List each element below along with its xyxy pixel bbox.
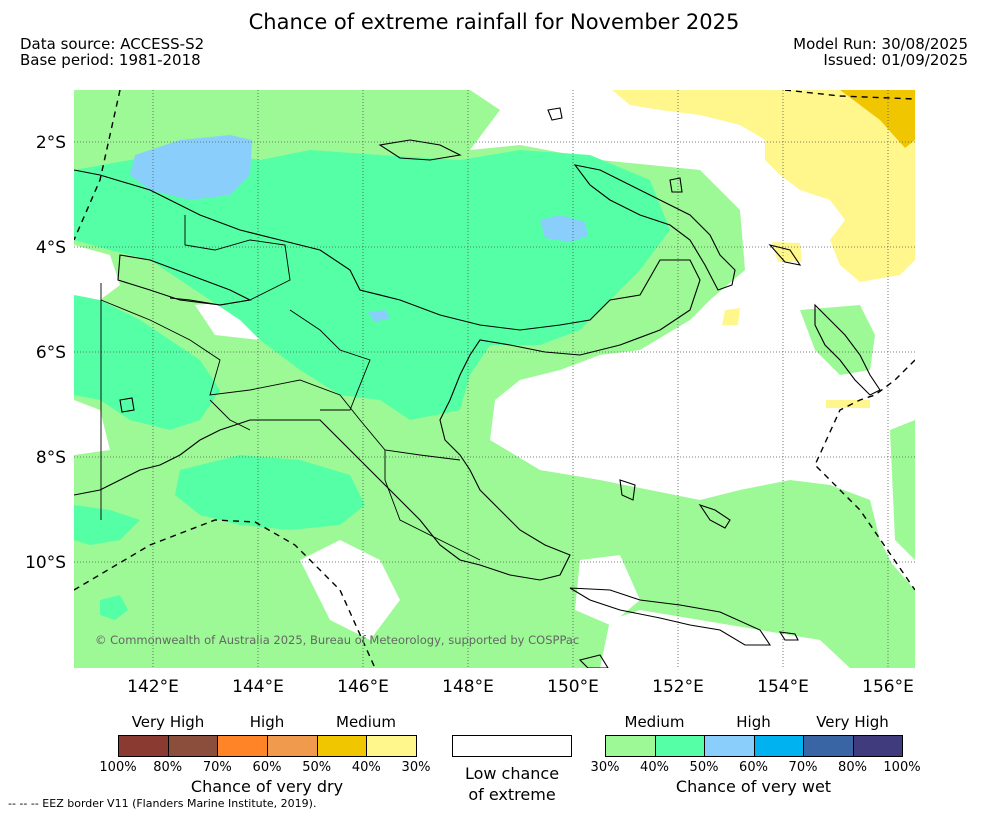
wet-swatch [605,735,656,757]
wet-swatch [654,735,705,757]
lon-tick: 156°E [862,677,914,697]
high-wet-region [368,310,390,322]
lat-tick: 8°S [36,448,66,468]
wet-swatch [803,735,854,757]
dry-category-label: Very High [131,713,205,731]
dry-category-label: High [249,713,285,731]
wet-swatch [753,735,804,757]
lat-tick: 4°S [36,238,66,258]
eez-border [74,90,915,668]
medium-wet-region [700,485,900,610]
rainfall-map: © Commonwealth of Australia 2025, Bureau… [25,90,915,697]
dry-tick-label: 100% [99,760,137,775]
graticule [74,90,915,668]
wet-category-label: Very High [816,713,889,731]
wet-tick-label: 30% [590,760,620,775]
dry-tick-label: 50% [302,760,332,775]
wet-swatch [704,735,755,757]
lon-tick: 144°E [232,677,284,697]
wet-tick-label: 40% [640,760,669,775]
admin-borders [100,215,481,561]
medium-high-wet-region [175,455,365,530]
medium-high-wet-region [74,295,220,430]
wet-caption: Chance of very wet [675,777,832,796]
dry-tick-label: 80% [153,760,183,775]
lon-tick: 154°E [757,677,809,697]
dry-caption: Chance of very dry [190,777,344,796]
wet-category-label: Medium [624,713,685,731]
lon-tick: 152°E [652,677,704,697]
dry-swatch [167,735,219,757]
high-wet-region [130,135,252,200]
data-source: Data source: ACCESS-S2 [20,35,205,53]
wet-tick-label: 70% [788,760,818,775]
medium-dry-region [826,400,870,408]
dry-swatch [267,735,318,757]
wet-tick-label: 100% [883,760,921,775]
lat-tick: 2°S [36,133,66,153]
lon-tick: 148°E [442,677,494,697]
medium-high-wet-region [74,505,140,545]
high-wet-region [540,215,588,242]
dry-tick-label: 60% [252,760,282,775]
dry-swatch [118,735,169,757]
medium-dry-region [612,90,915,282]
lon-tick: 146°E [337,677,389,697]
dry-tick-label: 70% [202,760,232,775]
dry-swatch [366,735,417,757]
medium-wet-region [890,420,915,560]
lon-tick: 142°E [127,677,179,697]
low-chance-swatch [452,735,572,757]
dry-category-label: Medium [336,713,396,731]
wet-tick-label: 50% [689,760,719,775]
medium-high-wet-region [74,150,670,420]
low-chance-region [300,540,400,640]
dry-swatch [217,735,268,757]
low-chance-label-line2: of extreme [468,785,556,804]
lon-tick: 150°E [547,677,599,697]
low-chance-label-line1: Low chance [464,764,560,783]
medium-high-wet-region [100,595,128,620]
base-period: Base period: 1981-2018 [20,51,201,69]
eez-note: -- -- -- EEZ border V11 (Flanders Marine… [8,797,317,810]
low-chance-region [74,245,120,300]
issued-date: Issued: 01/09/2025 [823,51,968,69]
dry-tick-label: 30% [401,760,431,775]
coastline [74,107,881,668]
wet-tick-label: 60% [739,760,768,775]
lat-tick: 10°S [25,553,66,573]
copyright-note: © Commonwealth of Australia 2025, Bureau… [95,633,579,647]
dry-swatch [316,735,368,757]
map-title: Chance of extreme rainfall for November … [248,10,740,34]
model-run: Model Run: 30/08/2025 [793,35,968,53]
dry-tick-label: 40% [351,760,381,775]
wet-tick-label: 80% [838,760,867,775]
lat-tick: 6°S [36,343,66,363]
wet-category-label: High [736,713,771,731]
medium-dry-region [722,308,740,325]
wet-swatch [852,735,903,757]
medium-high-dry-region [840,90,915,148]
medium-wet-region [800,305,875,375]
